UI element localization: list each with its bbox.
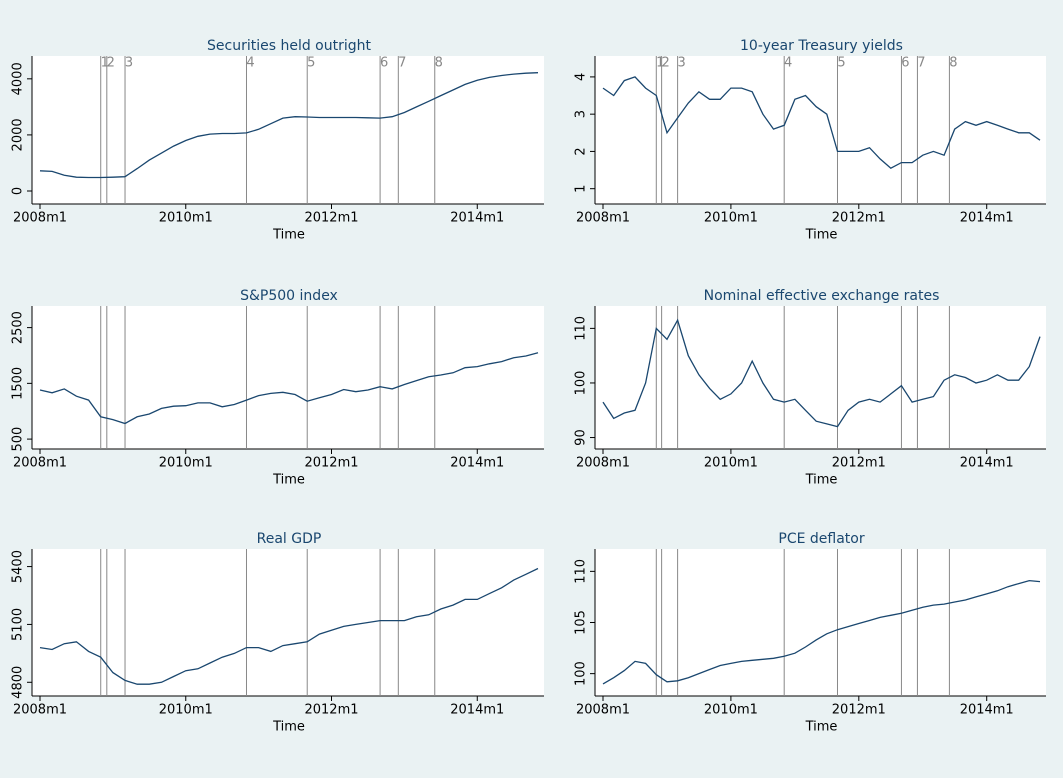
plot-area xyxy=(32,56,544,204)
chart-title: Securities held outright xyxy=(207,38,371,54)
plot-area xyxy=(595,306,1046,449)
event-label: 4 xyxy=(246,56,254,71)
data-line xyxy=(39,352,539,425)
x-tick-label: 2010m1 xyxy=(159,211,213,226)
event-label: 3 xyxy=(677,56,685,71)
y-tick-label: 500 xyxy=(11,427,26,452)
event-label: 4 xyxy=(784,56,792,71)
x-tick-label: 2010m1 xyxy=(159,456,213,471)
x-tick-label: 2014m1 xyxy=(450,703,504,718)
plot-area xyxy=(595,549,1046,696)
y-tick-label: 100 xyxy=(574,661,589,686)
x-tick-label: 2012m1 xyxy=(832,211,886,226)
y-tick-label: 2000 xyxy=(11,118,26,151)
chart-title: 10-year Treasury yields xyxy=(740,38,903,54)
chart-title: Nominal effective exchange rates xyxy=(704,288,940,304)
event-label: 2 xyxy=(107,56,115,71)
x-axis-title: Time xyxy=(272,720,305,735)
event-label: 6 xyxy=(901,56,909,71)
y-tick-label: 3 xyxy=(574,110,589,118)
event-label: 1 xyxy=(101,56,109,71)
x-tick-label: 2008m1 xyxy=(576,703,630,718)
chart-title: S&P500 index xyxy=(240,288,338,304)
x-tick-label: 2012m1 xyxy=(304,703,358,718)
x-tick-label: 2010m1 xyxy=(159,703,213,718)
y-tick-label: 2 xyxy=(574,147,589,155)
x-axis-title: Time xyxy=(272,473,305,488)
x-tick-label: 2010m1 xyxy=(704,211,758,226)
x-tick-label: 2012m1 xyxy=(832,456,886,471)
y-tick-label: 100 xyxy=(574,371,589,396)
x-tick-label: 2010m1 xyxy=(704,703,758,718)
x-tick-label: 2014m1 xyxy=(450,456,504,471)
x-tick-label: 2014m1 xyxy=(960,703,1014,718)
y-tick-label: 4800 xyxy=(11,666,26,699)
chart-title: Real GDP xyxy=(257,531,322,547)
event-label: 8 xyxy=(949,56,957,71)
y-tick-label: 105 xyxy=(574,610,589,635)
x-tick-label: 2008m1 xyxy=(576,456,630,471)
event-label: 5 xyxy=(837,56,845,71)
data-line xyxy=(602,76,1041,169)
event-label: 6 xyxy=(380,56,388,71)
x-tick-label: 2014m1 xyxy=(960,211,1014,226)
x-tick-label: 2010m1 xyxy=(704,456,758,471)
data-line xyxy=(39,567,539,685)
plot-area xyxy=(32,306,544,449)
data-line xyxy=(39,72,539,179)
x-axis-title: Time xyxy=(805,473,838,488)
x-axis-title: Time xyxy=(805,228,838,243)
y-tick-label: 4000 xyxy=(11,62,26,95)
x-tick-label: 2014m1 xyxy=(450,211,504,226)
x-tick-label: 2012m1 xyxy=(304,211,358,226)
y-tick-label: 90 xyxy=(574,429,589,446)
x-tick-label: 2012m1 xyxy=(304,456,358,471)
event-label: 1 xyxy=(656,56,664,71)
x-tick-label: 2008m1 xyxy=(576,211,630,226)
plot-area xyxy=(32,549,544,696)
y-tick-label: 0 xyxy=(11,187,26,195)
event-label: 8 xyxy=(435,56,443,71)
plot-area xyxy=(595,56,1046,204)
x-tick-label: 2008m1 xyxy=(13,703,67,718)
y-tick-label: 110 xyxy=(574,316,589,341)
y-tick-label: 2500 xyxy=(11,311,26,344)
event-label: 7 xyxy=(398,56,406,71)
x-tick-label: 2014m1 xyxy=(960,456,1014,471)
event-label: 2 xyxy=(661,56,669,71)
x-tick-label: 2012m1 xyxy=(832,703,886,718)
data-line xyxy=(602,318,1041,428)
y-tick-label: 1 xyxy=(574,185,589,193)
y-tick-label: 5100 xyxy=(11,608,26,641)
y-tick-label: 5400 xyxy=(11,550,26,583)
x-axis-title: Time xyxy=(272,228,305,243)
chart-title: PCE deflator xyxy=(778,531,864,547)
data-line xyxy=(602,579,1041,685)
event-label: 7 xyxy=(917,56,925,71)
x-tick-label: 2008m1 xyxy=(13,456,67,471)
event-label: 3 xyxy=(125,56,133,71)
x-axis-title: Time xyxy=(805,720,838,735)
y-tick-label: 1500 xyxy=(11,367,26,400)
y-tick-label: 4 xyxy=(574,73,589,81)
x-tick-label: 2008m1 xyxy=(13,211,67,226)
event-label: 5 xyxy=(307,56,315,71)
y-tick-label: 110 xyxy=(574,559,589,584)
